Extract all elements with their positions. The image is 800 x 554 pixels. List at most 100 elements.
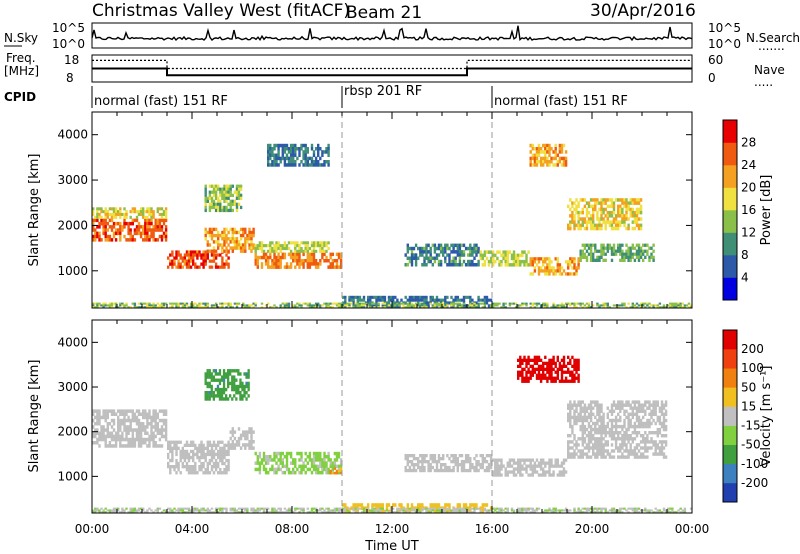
power-cell-r1 — [150, 207, 153, 211]
velocity-cell-r11 — [377, 509, 380, 512]
power-cell-r15 — [667, 304, 670, 307]
power-cell-r7 — [304, 163, 307, 167]
velocity-cell-r7 — [529, 458, 532, 462]
power-cell-r7 — [281, 143, 284, 148]
power-cell-r15 — [514, 302, 518, 305]
power-cell-r15 — [169, 306, 172, 309]
velocity-cell-r8 — [654, 406, 657, 410]
velocity-cell-r11 — [237, 507, 241, 510]
power-cell-r2 — [212, 253, 216, 257]
velocity-cell-r11 — [352, 507, 355, 510]
velocity-cell-r7 — [517, 464, 520, 468]
power-cell-r4 — [312, 259, 316, 263]
velocity-cell-r9 — [560, 379, 564, 383]
velocity-cell-r9 — [573, 373, 576, 377]
power-cell-r15 — [206, 304, 209, 307]
power-cell-r14 — [392, 301, 395, 305]
velocity-cell-r8 — [598, 403, 601, 407]
velocity-cell-r5 — [218, 372, 222, 376]
velocity-cell-r8 — [635, 409, 639, 413]
velocity-cell-r8 — [639, 452, 643, 456]
power-cell-r9 — [523, 259, 526, 264]
velocity-cell-r7 — [548, 470, 551, 474]
velocity-cell-r8 — [598, 409, 601, 413]
power-cell-r15 — [469, 302, 472, 305]
velocity-cell-r5 — [229, 369, 232, 373]
velocity-cell-r9 — [564, 370, 568, 374]
velocity-cell-r0 — [131, 415, 134, 420]
velocity-cell-r5 — [233, 387, 236, 392]
velocity-cell-r1 — [219, 468, 222, 472]
velocity-cell-r11 — [298, 511, 301, 514]
velocity-cell-r5 — [239, 378, 242, 382]
power-cell-r15 — [127, 306, 130, 309]
velocity-cell-r3 — [294, 470, 297, 475]
velocity-cell-r8 — [639, 409, 643, 413]
velocity-cell-r11 — [121, 507, 124, 510]
velocity-cell-r8 — [598, 424, 601, 429]
velocity-cell-r8 — [662, 452, 666, 456]
velocity-cell-r10 — [462, 503, 466, 507]
power-cell-r12 — [631, 210, 634, 215]
power-cell-r3 — [237, 240, 241, 244]
velocity-cell-r0 — [150, 415, 153, 420]
power-cell-r1 — [104, 207, 107, 211]
velocity-cell-r9 — [539, 367, 543, 371]
power-cell-r14 — [450, 295, 453, 299]
velocity-cell-r8 — [587, 406, 591, 410]
power-cell-r3 — [219, 243, 222, 247]
power-cell-r10 — [564, 260, 568, 264]
velocity-cell-r6 — [404, 454, 407, 458]
velocity-cell-r8 — [623, 449, 626, 453]
power-cell-r15 — [279, 306, 282, 309]
velocity-cell-r11 — [339, 509, 343, 512]
power-cell-r15 — [514, 306, 518, 309]
velocity-cell-r0 — [144, 437, 147, 442]
velocity-cell-r8 — [575, 409, 578, 413]
velocity-cell-r9 — [535, 355, 539, 359]
power-cell-r14 — [471, 298, 474, 302]
colorbar-swatch — [723, 232, 737, 256]
power-cell-r15 — [639, 306, 643, 309]
power-cell-r2 — [175, 265, 178, 269]
velocity-cell-r8 — [567, 406, 570, 410]
velocity-cell-r8 — [575, 406, 578, 410]
power-cell-r12 — [617, 220, 620, 224]
power-cell-r12 — [600, 201, 603, 205]
power-cell-r5 — [254, 244, 257, 248]
velocity-cell-r9 — [552, 361, 555, 365]
power-cell-r12 — [617, 207, 620, 212]
velocity-cell-r0 — [100, 437, 103, 442]
power-cell-r15 — [625, 306, 628, 309]
velocity-cell-r8 — [598, 437, 601, 441]
velocity-cell-r0 — [137, 409, 141, 413]
power-cell-r15 — [348, 302, 351, 305]
power-cell-r4 — [296, 259, 299, 263]
velocity-cell-r11 — [102, 509, 105, 512]
velocity-cell-r8 — [608, 455, 612, 459]
power-cell-r0 — [102, 221, 105, 226]
power-cell-r15 — [144, 302, 147, 305]
power-cell-r6 — [214, 193, 218, 197]
power-cell-r12 — [587, 204, 591, 209]
velocity-cell-r11 — [271, 507, 274, 510]
power-cell-r12 — [573, 217, 576, 221]
power-cell-r15 — [114, 302, 118, 305]
power-cell-r10 — [567, 272, 570, 276]
velocity-cell-r10 — [364, 506, 368, 510]
power-cell-r7 — [277, 163, 280, 167]
power-cell-r2 — [204, 256, 207, 260]
power-cell-r3 — [208, 230, 212, 235]
velocity-cell-r3 — [312, 451, 316, 456]
velocity-cell-r8 — [583, 427, 587, 432]
power-cell-r7 — [323, 163, 326, 167]
power-cell-r3 — [242, 227, 245, 232]
power-cell-r15 — [362, 306, 366, 309]
velocity-cell-r3 — [256, 455, 259, 459]
power-cell-r12 — [589, 217, 593, 221]
power-cell-r7 — [273, 143, 276, 148]
power-cell-r10 — [529, 260, 532, 264]
power-cell-r3 — [250, 246, 253, 250]
power-cell-r9 — [496, 256, 499, 261]
velocity-cell-r8 — [610, 437, 614, 441]
